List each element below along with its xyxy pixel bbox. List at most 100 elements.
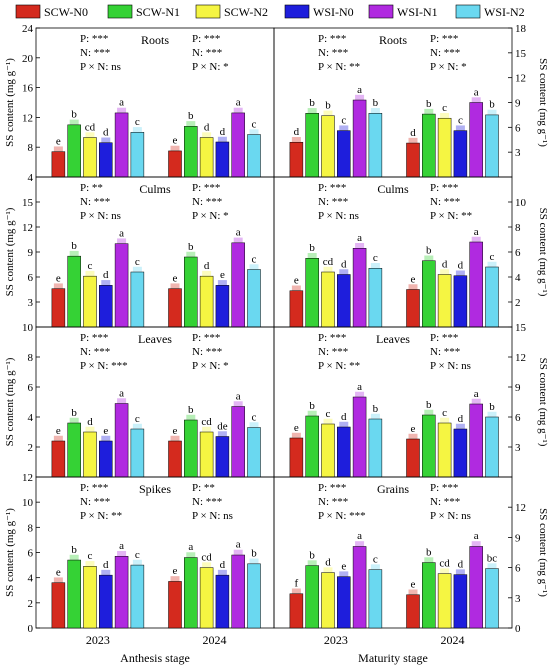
significance-letter: d [458,413,464,425]
bar-wsi-n1-2024 [469,546,483,629]
y-tick-label: 4 [28,412,34,424]
legend-label: WSI-N2 [484,5,525,19]
stat-text: P: *** [430,182,458,194]
significance-letter: c [341,114,346,126]
legend-label: SCW-N2 [224,5,268,19]
stat-text: P: *** [430,33,458,45]
y-axis-label-left: SS content (mg g⁻¹) [4,58,16,147]
organ-label: Leaves [138,332,172,346]
bar-scw-n1-2024 [184,126,198,178]
bar-wsi-n0-2023 [337,426,351,478]
organ-label: Culms [377,182,409,196]
significance-letter: a [474,530,479,542]
significance-letter: b [71,407,77,419]
stat-text: P × N: ns [80,210,121,222]
bar-scw-n1-2023 [67,559,81,629]
bar-wsi-n0-2023 [99,440,113,478]
significance-letter: a [474,226,479,238]
stat-text: N: *** [430,47,460,59]
legend-label: SCW-N1 [136,5,180,19]
y-tick-label: 2 [515,297,521,309]
significance-letter: d [341,411,347,423]
legend-swatch [15,4,41,19]
significance-letter: d [458,558,464,570]
y-tick-label: 2 [28,598,34,610]
y-tick-label: 3 [515,442,521,454]
significance-letter: d [325,556,331,568]
significance-letter: b [426,399,432,411]
significance-letter: de [217,420,228,432]
bar-wsi-n2-2024 [485,568,499,629]
stat-text: N: *** [192,47,222,59]
bar-wsi-n2-2023 [130,271,145,328]
y-axis-label-left: SS content (mg g⁻¹) [4,508,16,597]
bar-scw-n2-2023 [83,566,97,629]
significance-letter: c [88,550,93,562]
y-tick-label: 8 [515,222,521,234]
stat-text: P: *** [80,33,108,45]
bar-wsi-n2-2024 [485,416,499,478]
stat-text: P: *** [192,182,220,194]
bar-scw-n0-2024 [168,150,182,178]
bar-scw-n2-2023 [321,423,335,478]
stat-text: P × N: ** [318,360,360,372]
significance-letter: e [173,425,178,437]
y-tick-label: 4 [28,172,34,184]
significance-letter: d [204,260,210,272]
significance-letter: b [489,99,495,111]
significance-letter: d [458,260,464,272]
stat-text: P: ** [192,482,215,494]
stat-text: P × N: ** [80,510,122,522]
bar-wsi-n2-2023 [130,564,145,629]
y-tick-label: 15 [22,197,34,209]
significance-letter: a [119,387,124,399]
significance-letter: cd [201,416,212,428]
panel-leaves-maturity: 3 6 9 12 15 Leaves P: *** N: *** P × N: ** P: ***… [273,322,527,478]
y-axis-label-right: SS content (mg g⁻¹) [537,508,549,597]
y-tick-label: 8 [28,522,34,534]
bar-wsi-n2-2024 [247,427,261,478]
significance-letter: e [56,135,61,147]
bar-scw-n1-2024 [184,557,198,629]
bar-wsi-n0-2024 [453,130,468,178]
bar-wsi-n2-2024 [247,563,261,629]
bar-wsi-n1-2023 [114,243,129,328]
stat-text: N: *** [430,346,460,358]
significance-letter: a [474,86,479,98]
stat-text: N: *** [192,346,222,358]
stat-text: P: *** [192,332,220,344]
significance-letter: c [326,408,331,420]
bar-wsi-n0-2023 [99,142,113,178]
significance-letter: e [173,272,178,284]
y-tick-label: 12 [22,112,33,124]
bar-wsi-n2-2023 [130,132,145,178]
y-tick-label: 15 [515,48,527,60]
stat-text: P: *** [318,33,346,45]
y-tick-label: 3 [28,297,34,309]
significance-letter: a [357,84,362,96]
panel-leaves-anthesis: 2 4 6 8 10 Leaves P: *** N: *** P × N: *** P: ***… [22,322,275,478]
stat-text: P: *** [318,332,346,344]
significance-letter: b [426,245,432,257]
organ-label: Spikes [139,482,171,496]
significance-letter: b [309,242,315,254]
bar-wsi-n2-2024 [247,134,261,178]
y-tick-label: 6 [28,548,34,560]
significance-letter: d [103,127,109,139]
significance-letter: b [325,100,331,112]
bar-scw-n2-2024 [437,422,452,478]
significance-letter: a [188,541,193,553]
y-tick-label: 4 [28,573,34,585]
bar-scw-n1-2024 [422,260,436,328]
y-axis-label-right: SS content (mg g⁻¹) [537,358,549,447]
significance-letter: b [373,403,379,415]
stat-text: P: *** [318,482,346,494]
bar-wsi-n2-2023 [368,418,383,478]
bar-wsi-n1-2024 [231,242,245,328]
bar-scw-n1-2023 [305,113,319,178]
x-tick-label-year: 2024 [203,633,227,647]
significance-letter: d [103,559,109,571]
significance-letter: a [474,388,479,400]
bar-wsi-n0-2024 [215,285,230,328]
y-axis-label-left: SS content (mg g⁻¹) [4,207,16,296]
